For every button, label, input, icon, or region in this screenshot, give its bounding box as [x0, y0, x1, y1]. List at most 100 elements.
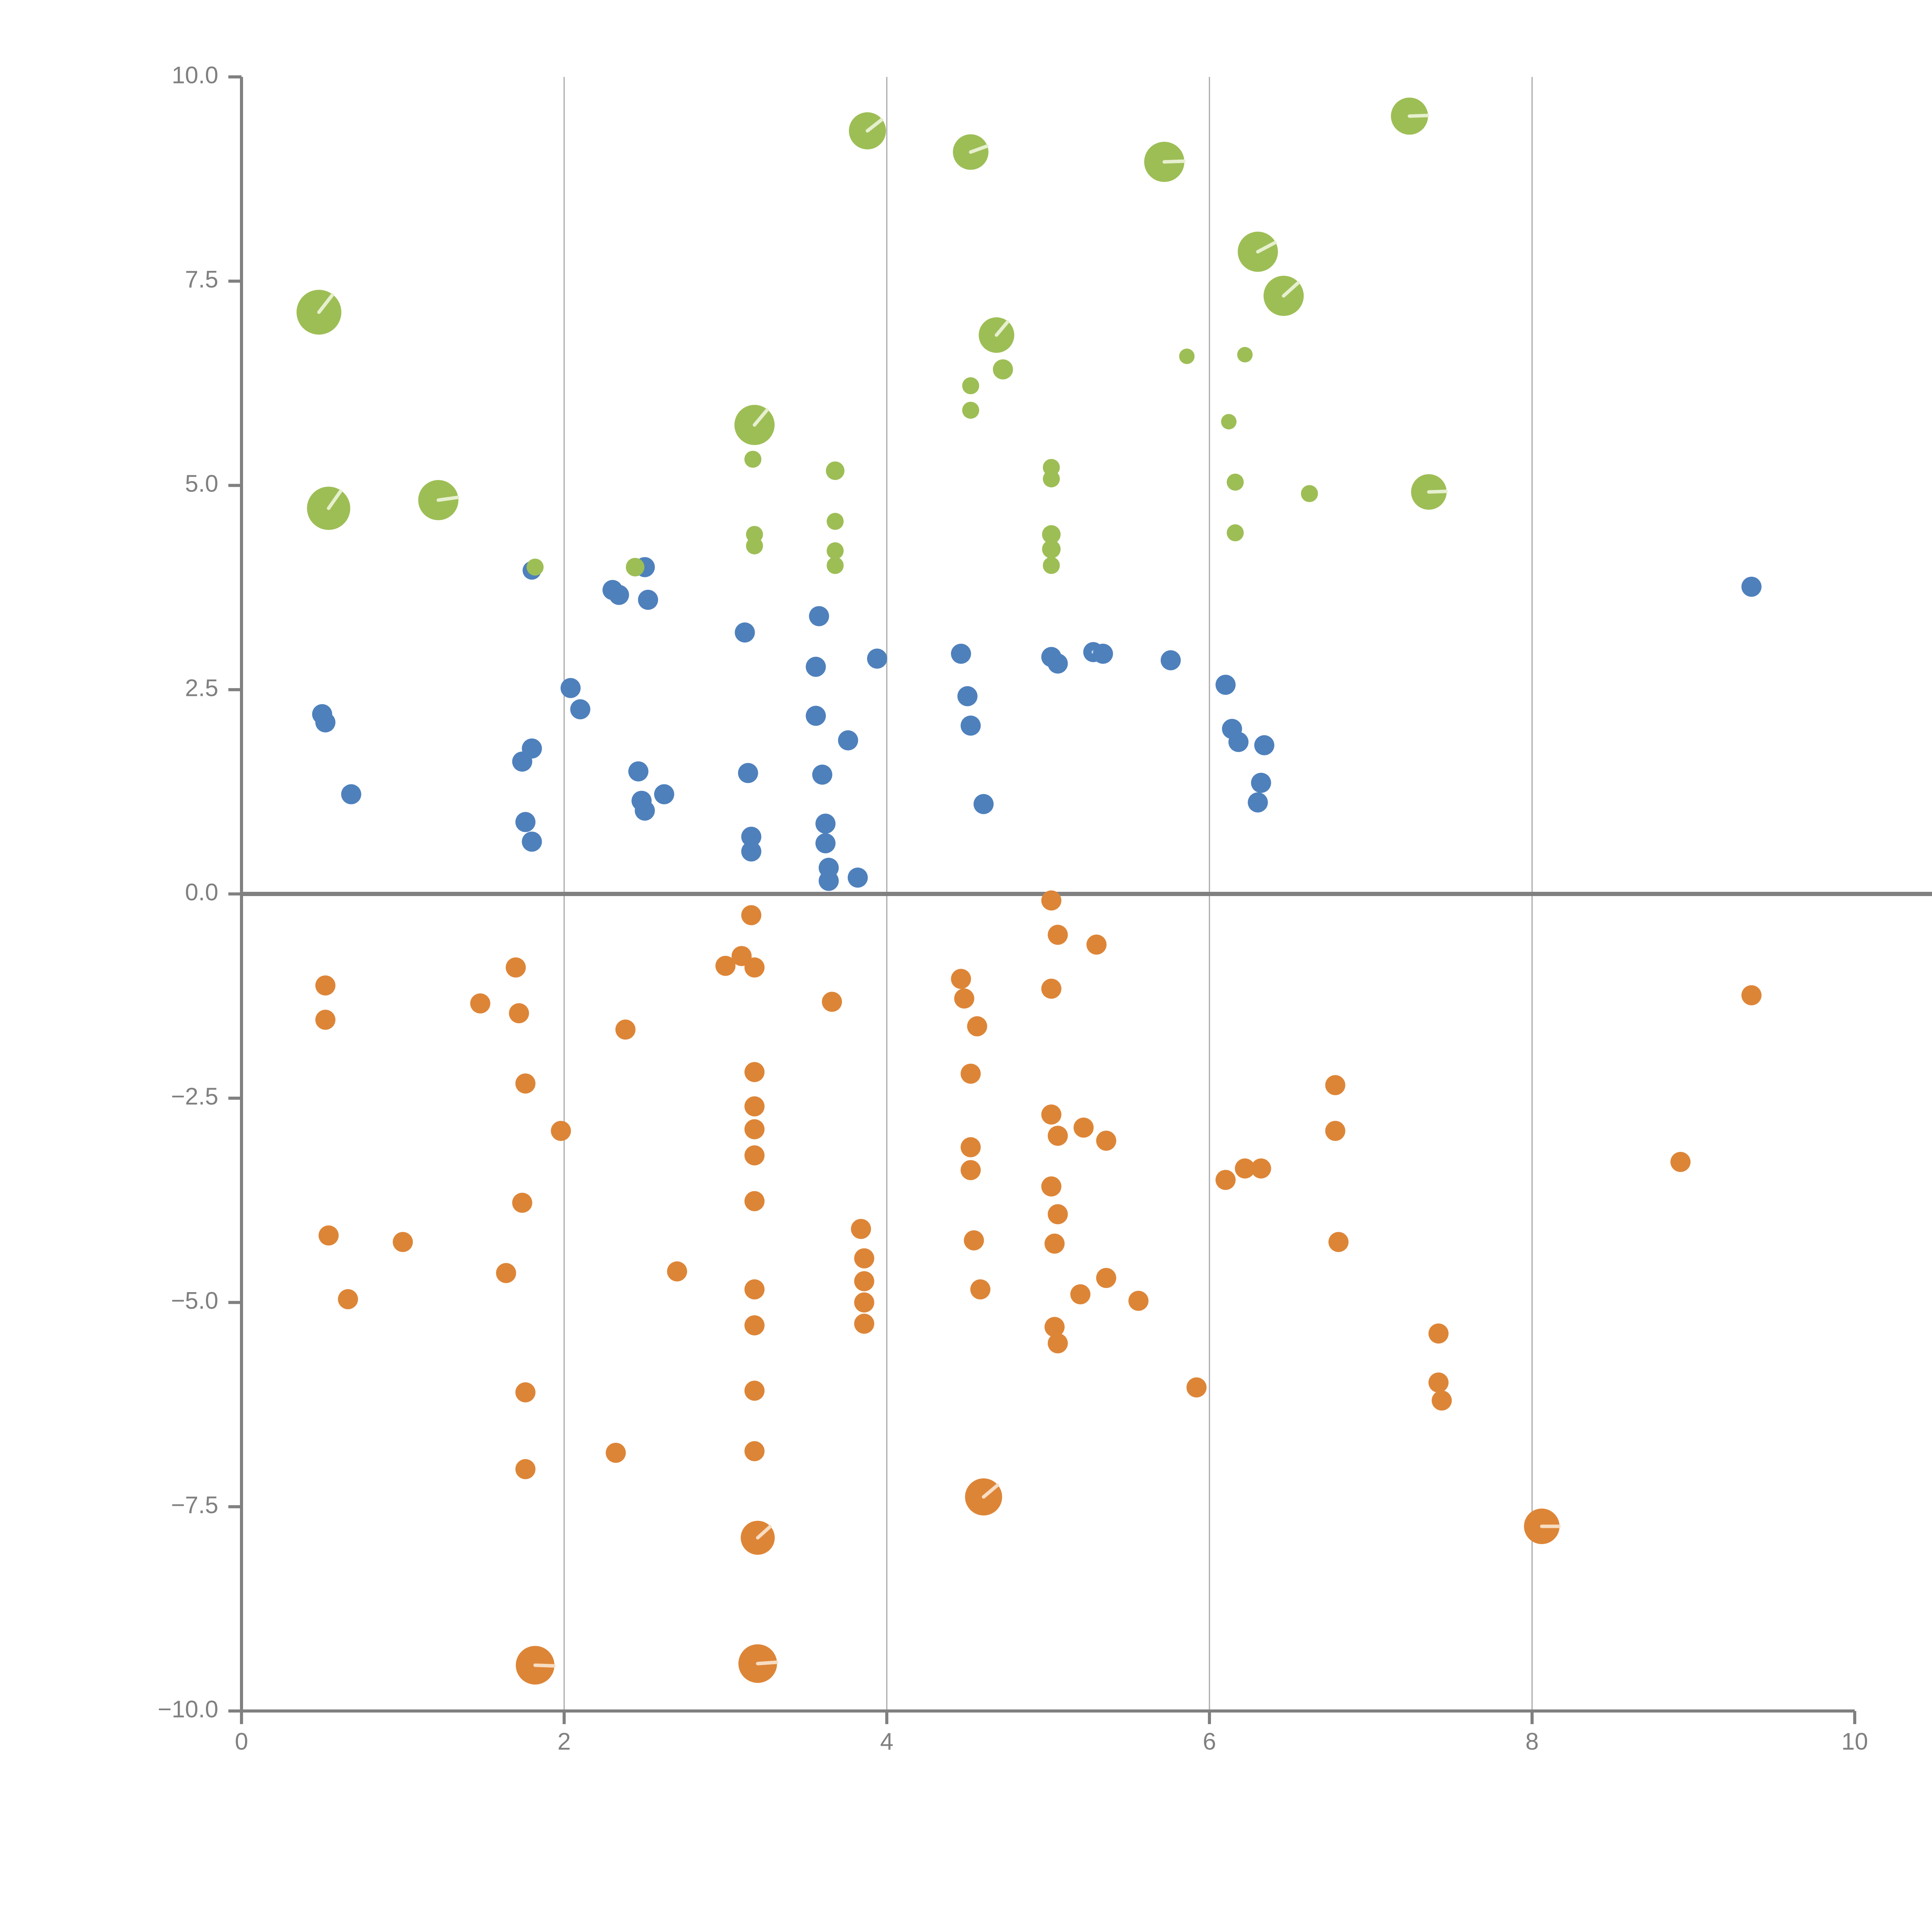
- data-point-orange: [851, 1219, 871, 1239]
- pie-slice-divider: [866, 118, 884, 133]
- data-point-orange: [1325, 1075, 1345, 1095]
- data-point-orange: [338, 1289, 358, 1310]
- data-point-orange: [515, 1073, 536, 1094]
- data-point-blue: [1248, 792, 1268, 813]
- data-point-green: [1226, 524, 1244, 541]
- data-point-orange: [854, 1292, 874, 1313]
- data-point-orange: [1041, 978, 1061, 999]
- pie-slice-divider: [327, 489, 343, 510]
- marker-circle: [315, 712, 336, 733]
- marker-circle: [1070, 1284, 1090, 1304]
- data-point-orange: [1325, 1121, 1345, 1141]
- marker-circle: [667, 1261, 687, 1282]
- marker-circle: [1248, 792, 1268, 813]
- data-point-orange: [1048, 1333, 1068, 1354]
- marker-circle: [1041, 1104, 1061, 1125]
- marker-circle: [715, 956, 736, 976]
- marker-circle: [315, 1010, 336, 1030]
- marker-circle: [526, 558, 544, 576]
- x-tick-label: 10: [1842, 1728, 1868, 1755]
- marker-circle: [951, 969, 971, 989]
- marker-circle: [744, 1119, 765, 1139]
- marker-circle: [1328, 1232, 1349, 1252]
- data-point-green: [626, 558, 645, 577]
- y-axis-tick-labels: −10.0 −7.5 −5.0 −2.5 0.0 2.5 5.0 7.5 10.0: [158, 62, 218, 1723]
- data-point-green: [1238, 231, 1278, 272]
- marker-circle: [1128, 1291, 1149, 1311]
- data-point-blue: [809, 606, 829, 626]
- pie-slice-divider: [969, 144, 989, 154]
- marker-circle: [512, 1192, 532, 1213]
- data-point-orange: [854, 1248, 874, 1269]
- x-tick-label: 6: [1203, 1728, 1216, 1755]
- marker-circle: [634, 800, 655, 821]
- x-tick-label: 0: [235, 1728, 248, 1755]
- data-point-green: [1042, 525, 1061, 544]
- data-point-orange: [605, 1442, 626, 1463]
- series-orange-points: [315, 890, 1762, 1685]
- marker-circle: [1251, 772, 1271, 793]
- data-point-orange: [744, 1315, 765, 1335]
- pie-slice-divider: [1162, 159, 1186, 164]
- y-tick-label: 10.0: [172, 62, 218, 88]
- data-point-orange: [1328, 1232, 1349, 1252]
- data-point-orange: [744, 957, 765, 978]
- data-point-blue: [815, 813, 836, 834]
- marker-circle: [1325, 1075, 1345, 1095]
- x-tick-label: 8: [1526, 1728, 1539, 1755]
- marker-circle: [1044, 1317, 1065, 1337]
- marker-circle: [496, 1263, 516, 1283]
- marker-circle: [393, 1232, 413, 1252]
- marker-circle: [954, 988, 975, 1009]
- marker-circle: [744, 1279, 765, 1299]
- marker-circle: [993, 359, 1013, 379]
- marker-circle: [1254, 735, 1274, 755]
- data-point-blue: [735, 622, 755, 643]
- marker-circle: [746, 537, 763, 554]
- data-point-orange: [515, 1459, 536, 1480]
- marker-circle: [1301, 485, 1318, 502]
- data-point-orange: [1048, 1204, 1068, 1225]
- marker-circle: [867, 648, 887, 669]
- marker-circle: [851, 1219, 871, 1239]
- marker-circle: [961, 1160, 981, 1180]
- data-point-green: [1043, 470, 1060, 488]
- marker-circle: [626, 558, 645, 577]
- data-point-blue: [560, 678, 581, 698]
- data-point-orange: [954, 988, 975, 1009]
- data-point-orange: [1044, 1317, 1065, 1337]
- data-point-orange: [744, 1279, 765, 1299]
- marker-circle: [741, 827, 762, 847]
- data-point-blue: [522, 832, 542, 852]
- data-point-blue: [741, 841, 762, 862]
- data-point-orange: [967, 1016, 987, 1037]
- data-point-orange: [738, 1644, 778, 1683]
- data-point-orange: [515, 1382, 536, 1403]
- data-point-green: [1226, 473, 1244, 491]
- data-point-green: [827, 513, 844, 530]
- marker-circle: [1741, 985, 1762, 1005]
- pie-slice-divider: [317, 293, 334, 314]
- marker-circle: [1048, 925, 1068, 945]
- marker-circle: [1226, 524, 1244, 541]
- marker-circle: [854, 1271, 874, 1291]
- data-point-orange: [951, 969, 971, 989]
- data-point-orange: [744, 1062, 765, 1082]
- data-point-orange: [731, 946, 752, 966]
- marker-circle: [961, 1137, 981, 1157]
- marker-circle: [1186, 1377, 1207, 1398]
- data-point-blue: [1048, 653, 1068, 674]
- data-point-blue: [634, 800, 655, 821]
- data-point-green: [1179, 349, 1195, 364]
- marker-circle: [509, 1003, 529, 1024]
- marker-circle: [815, 833, 836, 854]
- marker-circle: [827, 542, 844, 560]
- pie-slice-divider: [982, 1483, 999, 1499]
- marker-circle: [1093, 643, 1113, 664]
- data-point-orange: [1041, 1176, 1061, 1197]
- marker-circle: [515, 1073, 536, 1094]
- data-point-blue: [570, 699, 590, 719]
- data-point-orange: [1432, 1390, 1452, 1411]
- data-point-orange: [496, 1263, 516, 1283]
- data-point-blue: [1228, 732, 1249, 752]
